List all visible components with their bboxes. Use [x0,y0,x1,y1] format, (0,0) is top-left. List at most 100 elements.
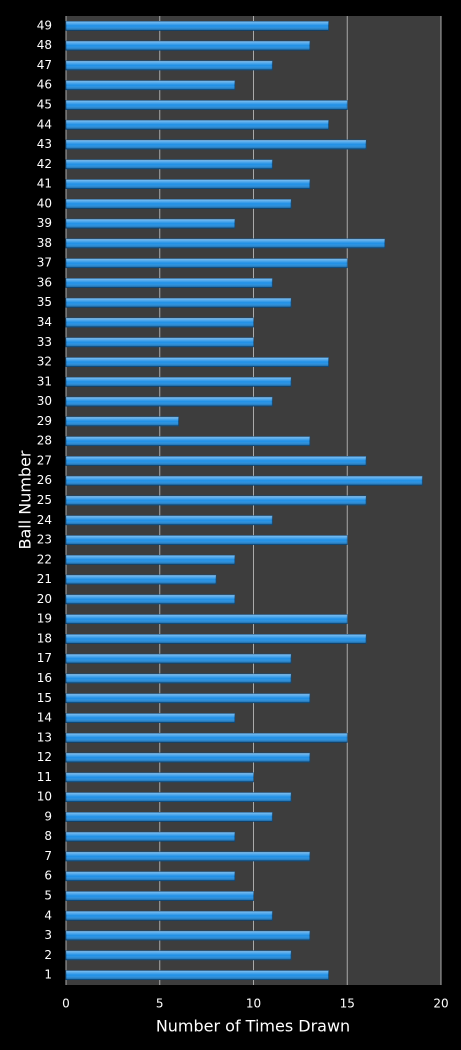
y-tick-label: 43 [37,137,52,151]
y-tick-label: 20 [37,592,52,606]
bar-shine [66,891,254,901]
bar-shine [66,634,366,644]
bar-shine [66,911,273,921]
y-tick-label: 13 [37,730,52,744]
y-tick-label: 28 [37,434,52,448]
y-tick-label: 33 [37,335,52,349]
y-tick-label: 35 [37,295,52,309]
y-tick-label: 36 [37,275,52,289]
bar-shine [66,377,291,387]
x-axis-title: Number of Times Drawn [156,1017,350,1036]
y-tick-label: 32 [37,355,52,369]
bar-shine [66,21,329,31]
bar-shine [66,772,254,782]
bar-shine [66,575,216,585]
y-tick-label: 14 [37,711,52,725]
bar-shine [66,673,291,683]
y-tick-label: 25 [37,493,52,507]
bar-shine [66,476,423,486]
y-tick-label: 48 [37,38,52,52]
bar-shine [66,159,273,169]
y-tick-label: 1 [44,968,52,982]
bar-shine [66,871,235,881]
x-tick-label: 0 [62,997,70,1011]
bar-shine [66,931,310,941]
bar-shine [66,733,348,743]
bar-shine [66,41,310,51]
bar-shine [66,397,273,407]
y-tick-label: 49 [37,18,52,32]
y-tick-label: 17 [37,651,52,665]
y-tick-label: 6 [44,869,52,883]
y-tick-label: 26 [37,473,52,487]
bar-shine [66,693,310,703]
bar-shine [66,496,366,505]
bar-shine [66,60,273,70]
y-tick-label: 38 [37,236,52,250]
y-tick-label: 15 [37,691,52,705]
bar-shine [66,614,348,624]
y-tick-label: 24 [37,513,52,527]
y-tick-label: 37 [37,256,52,270]
bar-shine [66,258,348,268]
bar-shine [66,318,254,328]
y-tick-label: 9 [44,809,52,823]
y-tick-label: 12 [37,750,52,764]
bar-shine [66,535,348,545]
bar-shine [66,654,291,664]
bar-shine [66,594,235,604]
y-tick-label: 8 [44,829,52,843]
bar-shine [66,80,235,90]
bar-shine [66,851,310,861]
bar-shine [66,456,366,466]
bar-shine [66,120,329,130]
y-tick-label: 10 [37,790,52,804]
bar-shine [66,179,310,189]
bar-shine [66,832,235,842]
y-tick-label: 39 [37,216,52,230]
x-tick-label: 5 [156,997,164,1011]
x-tick-label: 20 [433,997,448,1011]
y-tick-label: 31 [37,374,52,388]
y-tick-label: 5 [44,889,52,903]
bar-shine [66,792,291,802]
bar-shine [66,436,310,446]
bar-shine [66,753,310,763]
y-tick-label: 47 [37,58,52,72]
x-tick-label: 10 [246,997,261,1011]
x-tick-label: 15 [340,997,355,1011]
y-tick-label: 46 [37,78,52,92]
y-tick-label: 45 [37,97,52,111]
bar-shine [66,515,273,525]
y-tick-label: 40 [37,196,52,210]
bar-shine [66,555,235,565]
bar-shine [66,337,254,347]
y-tick-label: 22 [37,552,52,566]
y-tick-label: 44 [37,117,52,131]
bar-shine [66,970,329,980]
y-tick-label: 11 [37,770,52,784]
bar-shine [66,140,366,150]
bar-shine [66,416,179,426]
y-tick-label: 3 [44,928,52,942]
y-tick-label: 19 [37,612,52,626]
bar-shine [66,278,273,288]
y-tick-label: 30 [37,394,52,408]
bar-shine [66,357,329,367]
y-tick-label: 29 [37,414,52,428]
y-tick-label: 16 [37,671,52,685]
y-tick-label: 18 [37,631,52,645]
y-tick-label: 21 [37,572,52,586]
bar-shine [66,713,235,723]
bar-shine [66,298,291,308]
bar-shine [66,219,235,229]
y-tick-label: 34 [37,315,52,329]
y-tick-label: 42 [37,157,52,171]
bar-shine [66,100,348,110]
bar-shine [66,238,385,248]
y-tick-label: 27 [37,453,52,467]
y-tick-label: 7 [44,849,52,863]
y-tick-label: 2 [44,948,52,962]
bar-shine [66,950,291,960]
